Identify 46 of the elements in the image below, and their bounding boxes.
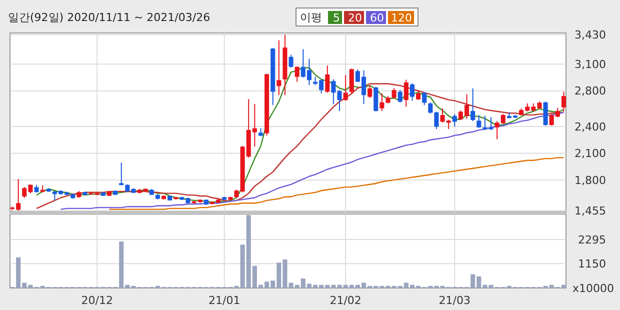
text: 120 <box>391 12 412 24</box>
text: 60 <box>370 12 384 24</box>
candlestick <box>476 114 482 128</box>
candlestick <box>380 92 384 112</box>
candlestick <box>398 89 402 103</box>
y-tick-label: 3,430 <box>574 28 606 42</box>
y-tick-label: 1,455 <box>574 204 606 218</box>
x-tick-label: 21/03 <box>438 294 470 307</box>
y-axis-title: x10000 <box>572 282 614 295</box>
candlestick <box>452 114 457 128</box>
text: 5 <box>333 12 340 24</box>
candlestick <box>543 101 548 126</box>
candlestick <box>368 84 372 99</box>
line-series <box>60 112 564 210</box>
candlestick <box>294 66 300 82</box>
candlestick <box>349 68 354 95</box>
y-tick-label: 3,100 <box>574 58 606 72</box>
candlestick <box>422 92 427 106</box>
chart-title: 일간(92일) 2020/11/11 ~ 2021/03/26 <box>8 11 210 24</box>
candlestick <box>276 40 282 96</box>
y-tick-label: 2,400 <box>574 120 606 134</box>
candlestick <box>416 89 421 100</box>
line-series <box>108 157 564 210</box>
y-tick-label: 2,100 <box>574 147 606 160</box>
candlestick <box>119 162 124 186</box>
y-tick-label: 2,800 <box>574 84 606 98</box>
y-tick-label: 1,800 <box>574 174 606 187</box>
x-tick-label: 21/01 <box>208 294 240 307</box>
candlestick <box>288 54 294 68</box>
candlestick <box>325 65 330 94</box>
candlestick <box>470 88 476 122</box>
candlestick <box>374 86 378 112</box>
y-tick-label: 1150 <box>578 258 606 271</box>
candlestick <box>428 102 433 114</box>
candlestick <box>410 82 414 102</box>
y-tick-label: 2295 <box>578 233 606 246</box>
candlestick <box>561 91 566 112</box>
x-tick-label: 21/02 <box>330 294 362 307</box>
candlestick <box>343 74 348 102</box>
text: 20 <box>348 12 362 24</box>
line-series <box>36 67 564 203</box>
candlestick <box>434 111 439 130</box>
legend-title: 이평 <box>300 11 322 24</box>
candlestick <box>404 79 408 108</box>
candlestick <box>392 88 396 99</box>
x-tick-label: 20/12 <box>81 294 113 307</box>
